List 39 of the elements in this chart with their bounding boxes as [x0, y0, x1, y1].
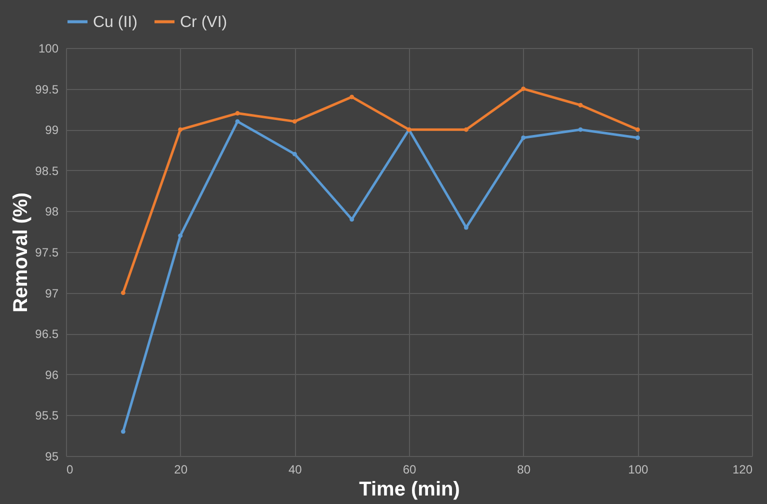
point [292, 119, 297, 124]
y-tick-label: 98.5 [35, 164, 59, 178]
x-tick-label: 120 [732, 462, 753, 476]
point [521, 86, 526, 92]
x-tick-label: 100 [628, 462, 648, 476]
point [464, 127, 468, 132]
point [235, 111, 240, 116]
y-tick-label: 99.5 [35, 82, 59, 96]
point [578, 127, 583, 132]
y-tick-label: 96 [45, 368, 59, 382]
point [120, 429, 126, 434]
y-tick-label: 99 [45, 123, 59, 138]
point [578, 102, 583, 108]
y-tick-label: 96.5 [35, 327, 59, 342]
point [521, 136, 526, 140]
x-axis-title: Time (min) [359, 478, 460, 500]
point [235, 119, 240, 124]
x-tick-label: 80 [517, 462, 531, 476]
point [635, 136, 640, 140]
y-tick-label: 95.5 [35, 408, 59, 423]
point [292, 152, 297, 156]
y-tick-label: 100 [38, 42, 59, 56]
x-tick-label: 20 [174, 462, 188, 476]
x-tick-label: 40 [288, 462, 302, 476]
y-axis-title: Removal (%) [10, 192, 32, 313]
y-tick-label: 98 [45, 204, 59, 219]
x-tick-label: 0 [66, 462, 74, 476]
legend-label: Cu (II) [93, 14, 138, 31]
point [635, 127, 640, 132]
point [178, 127, 183, 132]
y-tick-label: 95 [45, 450, 59, 464]
y-tick-label: 97.5 [35, 246, 59, 260]
point [120, 290, 126, 296]
y-tick-label: 97 [45, 286, 59, 300]
point [350, 217, 354, 222]
legend-label: Cr (VI) [180, 14, 228, 31]
x-tick-label: 60 [402, 462, 416, 476]
point [178, 233, 183, 238]
point [350, 94, 354, 100]
